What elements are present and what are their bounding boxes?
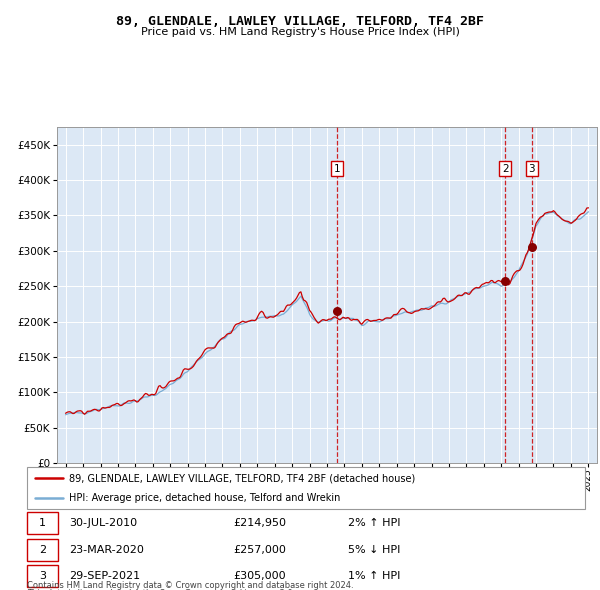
FancyBboxPatch shape [27,565,58,587]
Text: 3: 3 [529,164,535,174]
FancyBboxPatch shape [27,539,58,560]
Text: 2: 2 [39,545,46,555]
Text: 1: 1 [334,164,340,174]
Text: 2: 2 [502,164,509,174]
Text: 1: 1 [39,519,46,529]
FancyBboxPatch shape [27,513,58,535]
Text: 3: 3 [39,571,46,581]
Text: £305,000: £305,000 [233,571,286,581]
Text: £214,950: £214,950 [233,519,286,529]
FancyBboxPatch shape [27,467,585,509]
Text: 1% ↑ HPI: 1% ↑ HPI [348,571,400,581]
Text: 29-SEP-2021: 29-SEP-2021 [69,571,140,581]
Text: Contains HM Land Registry data © Crown copyright and database right 2024.: Contains HM Land Registry data © Crown c… [27,581,353,590]
Text: HPI: Average price, detached house, Telford and Wrekin: HPI: Average price, detached house, Telf… [69,493,340,503]
Text: Price paid vs. HM Land Registry's House Price Index (HPI): Price paid vs. HM Land Registry's House … [140,27,460,37]
Text: 23-MAR-2020: 23-MAR-2020 [69,545,144,555]
Text: 89, GLENDALE, LAWLEY VILLAGE, TELFORD, TF4 2BF (detached house): 89, GLENDALE, LAWLEY VILLAGE, TELFORD, T… [69,473,415,483]
Text: This data is licensed under the Open Government Licence v3.0.: This data is licensed under the Open Gov… [27,589,295,590]
Text: 30-JUL-2010: 30-JUL-2010 [69,519,137,529]
Text: 89, GLENDALE, LAWLEY VILLAGE, TELFORD, TF4 2BF: 89, GLENDALE, LAWLEY VILLAGE, TELFORD, T… [116,15,484,28]
Text: £257,000: £257,000 [233,545,286,555]
Text: 5% ↓ HPI: 5% ↓ HPI [348,545,400,555]
Text: 2% ↑ HPI: 2% ↑ HPI [348,519,400,529]
